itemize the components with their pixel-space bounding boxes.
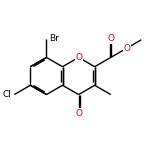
Text: Br: Br xyxy=(49,34,59,43)
Text: Cl: Cl xyxy=(3,90,12,99)
Text: O: O xyxy=(123,44,130,53)
Text: O: O xyxy=(75,53,82,62)
Text: O: O xyxy=(75,109,82,118)
Text: O: O xyxy=(107,34,114,43)
